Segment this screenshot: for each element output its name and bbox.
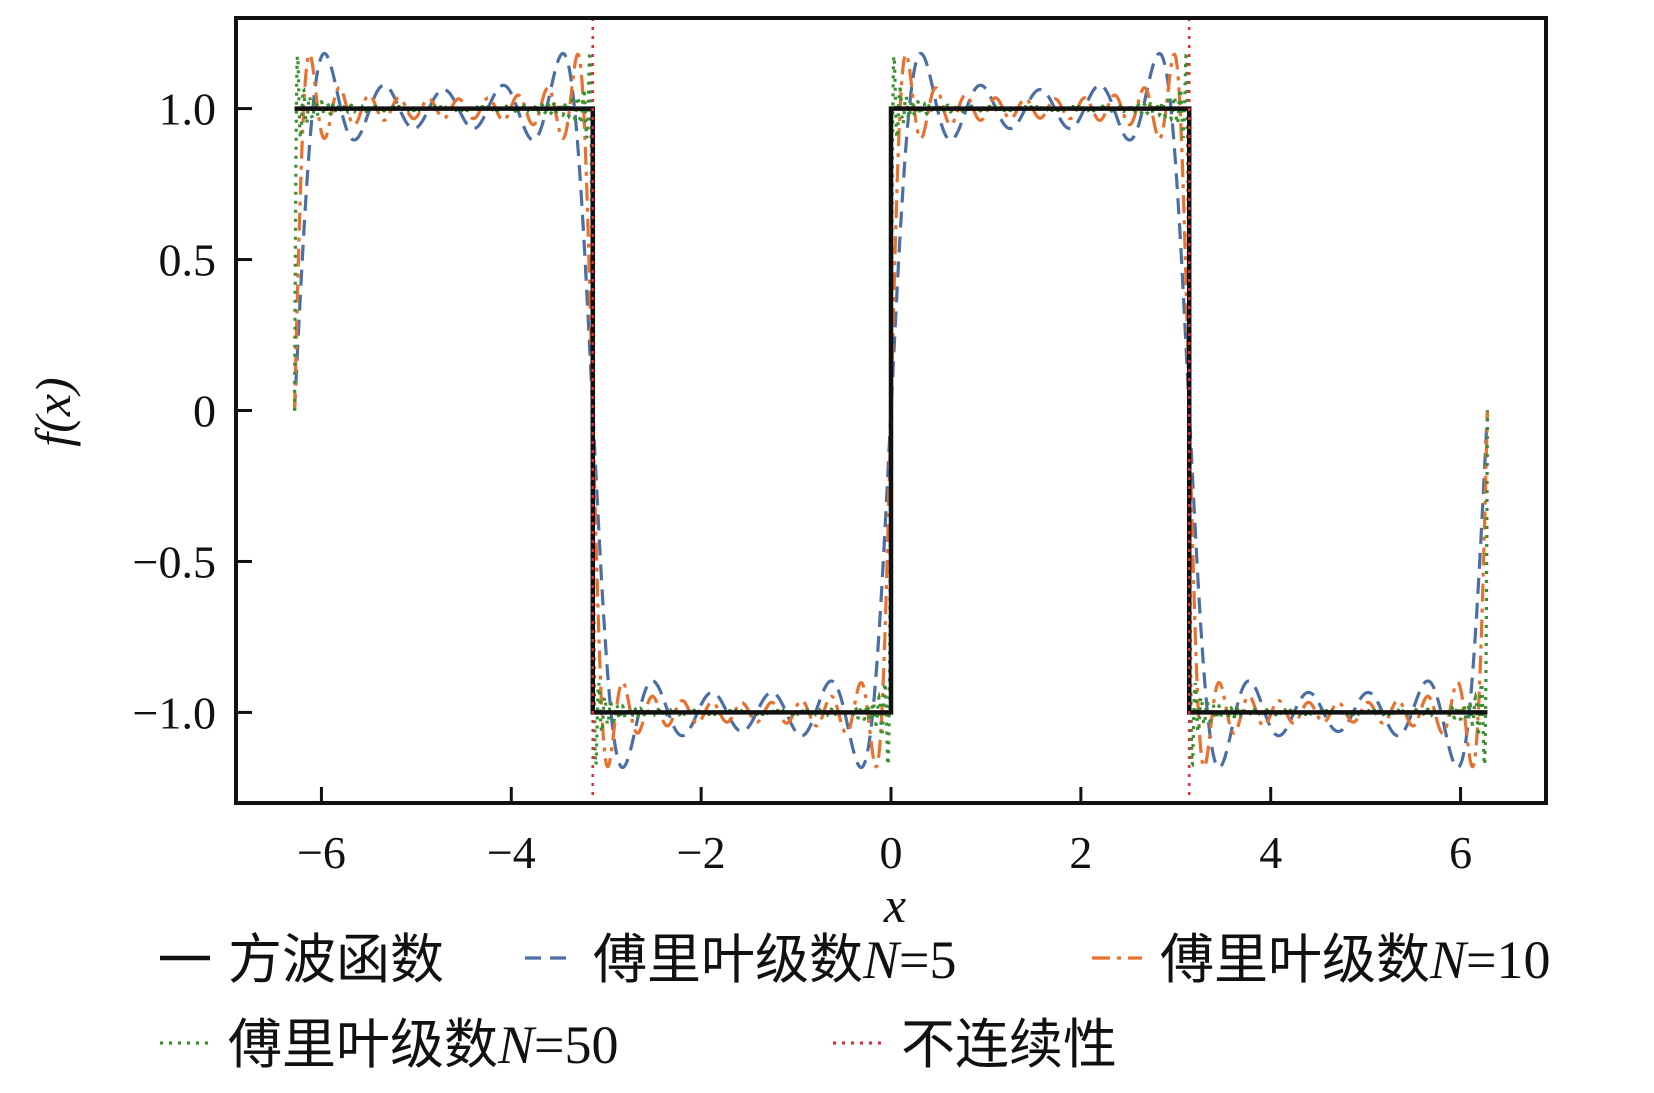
y-tick-label: 0 — [193, 386, 216, 437]
legend-item: 傅里叶级数N=10 — [1092, 930, 1551, 990]
series-line-傅里叶级数N=10 — [292, 52, 1490, 769]
legend-label: 傅里叶级数N=5 — [593, 930, 957, 990]
y-tick-label: 1.0 — [159, 84, 217, 135]
legend-label: 不连续性 — [901, 1015, 1117, 1075]
series-line-傅里叶级数N=5 — [292, 51, 1490, 770]
axis-ticks — [236, 107, 1463, 803]
x-tick-label: 4 — [1259, 827, 1282, 878]
x-tick-label: 6 — [1449, 827, 1472, 878]
legend-item: 傅里叶级数N=50 — [160, 1015, 619, 1075]
y-axis-label: f(x) — [25, 377, 81, 446]
legend-item: 傅里叶级数N=5 — [525, 930, 957, 990]
x-tick-label: −4 — [487, 827, 536, 878]
plot-data-layer — [292, 18, 1490, 803]
legend: 方波函数 傅里叶级数N=5 傅里叶级数N=10 傅里叶级数N=50 不连续性 — [160, 930, 1551, 1075]
legend-label: 方波函数 — [228, 930, 444, 990]
y-tick-label: 0.5 — [159, 235, 217, 286]
x-tick-label: −6 — [297, 827, 346, 878]
x-tick-label: 0 — [880, 827, 903, 878]
legend-item: 不连续性 — [833, 1015, 1117, 1075]
y-tick-label: −0.5 — [133, 536, 216, 587]
x-tick-label: −2 — [677, 827, 726, 878]
legend-label: 傅里叶级数N=50 — [228, 1015, 619, 1075]
x-tick-label: 2 — [1069, 827, 1092, 878]
y-tick-label: −1.0 — [133, 687, 216, 738]
tick-labels: −6 −4 −2 0 2 4 6 1.0 0.5 0 −0.5 −1.0 — [133, 84, 1473, 878]
legend-label: 傅里叶级数N=10 — [1160, 930, 1551, 990]
plot-frame — [234, 16, 1548, 805]
series-line-方波函数 — [294, 106, 1488, 715]
x-axis-label: x — [883, 877, 906, 933]
legend-item: 方波函数 — [160, 930, 444, 990]
